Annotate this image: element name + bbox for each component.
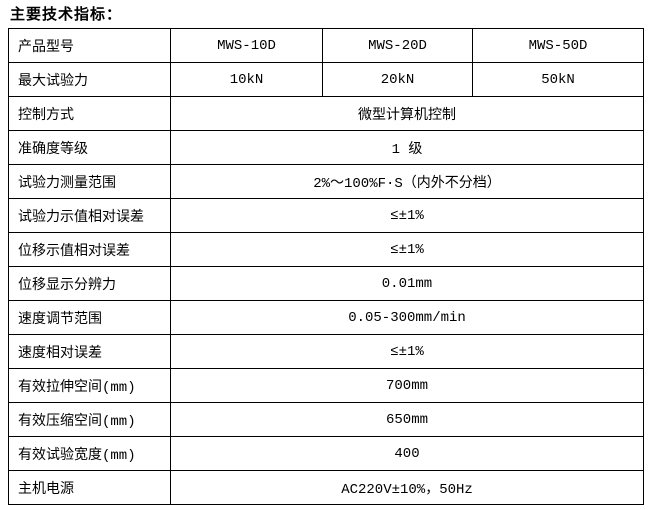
- table-row: 最大试验力 10kN 20kN 50kN: [8, 62, 644, 97]
- row-value: 20kN: [322, 62, 473, 97]
- row-value: 10kN: [170, 62, 323, 97]
- row-label: 有效压缩空间(mm): [8, 402, 171, 437]
- row-value: MWS-20D: [322, 28, 473, 63]
- row-value: MWS-50D: [472, 28, 644, 63]
- row-value: ≤±1%: [170, 232, 644, 267]
- page-title: 主要技术指标：: [10, 5, 123, 23]
- table-row: 控制方式 微型计算机控制: [8, 96, 644, 131]
- row-label: 速度调节范围: [8, 300, 171, 335]
- row-label: 有效试验宽度(mm): [8, 436, 171, 471]
- row-label: 试验力测量范围: [8, 164, 171, 199]
- row-label: 位移示值相对误差: [8, 232, 171, 267]
- row-value: ≤±1%: [170, 198, 644, 233]
- row-label: 速度相对误差: [8, 334, 171, 369]
- table-row: 试验力测量范围 2%～100%F·S（内外不分档）: [8, 164, 644, 199]
- table-row: 速度调节范围 0.05-300mm/min: [8, 300, 644, 335]
- row-label: 位移显示分辨力: [8, 266, 171, 301]
- table-row: 位移显示分辨力 0.01mm: [8, 266, 644, 301]
- row-value: 微型计算机控制: [170, 96, 644, 131]
- row-value: 650mm: [170, 402, 644, 437]
- row-value: 0.05-300mm/min: [170, 300, 644, 335]
- table-row: 有效试验宽度(mm) 400: [8, 436, 644, 471]
- row-label: 准确度等级: [8, 130, 171, 165]
- table-row: 产品型号 MWS-10D MWS-20D MWS-50D: [8, 28, 644, 63]
- row-label: 有效拉伸空间(mm): [8, 368, 171, 403]
- spec-table-body: 产品型号 MWS-10D MWS-20D MWS-50D 最大试验力 10kN 20kN 50…: [8, 28, 644, 505]
- row-value: 400: [170, 436, 644, 471]
- table-row: 主机电源 AC220V±10%，50Hz: [8, 470, 644, 505]
- row-label: 试验力示值相对误差: [8, 198, 171, 233]
- table-row: 速度相对误差 ≤±1%: [8, 334, 644, 369]
- row-value: 50kN: [472, 62, 644, 97]
- row-value: AC220V±10%，50Hz: [170, 470, 644, 505]
- row-value: 1 级: [170, 130, 644, 165]
- row-label: 主机电源: [8, 470, 171, 505]
- row-label: 产品型号: [8, 28, 171, 63]
- table-row: 准确度等级 1 级: [8, 130, 644, 165]
- row-value: 0.01mm: [170, 266, 644, 301]
- row-value: MWS-10D: [170, 28, 323, 63]
- table-row: 有效压缩空间(mm) 650mm: [8, 402, 644, 437]
- table-row: 位移示值相对误差 ≤±1%: [8, 232, 644, 267]
- row-value: 700mm: [170, 368, 644, 403]
- table-row: 有效拉伸空间(mm) 700mm: [8, 368, 644, 403]
- row-value: ≤±1%: [170, 334, 644, 369]
- row-value: 2%～100%F·S（内外不分档）: [170, 164, 644, 199]
- spec-table: 产品型号 MWS-10D MWS-20D MWS-50D 最大试验力 10kN 20kN 50…: [8, 28, 644, 505]
- table-row: 试验力示值相对误差 ≤±1%: [8, 198, 644, 233]
- row-label: 最大试验力: [8, 62, 171, 97]
- row-label: 控制方式: [8, 96, 171, 131]
